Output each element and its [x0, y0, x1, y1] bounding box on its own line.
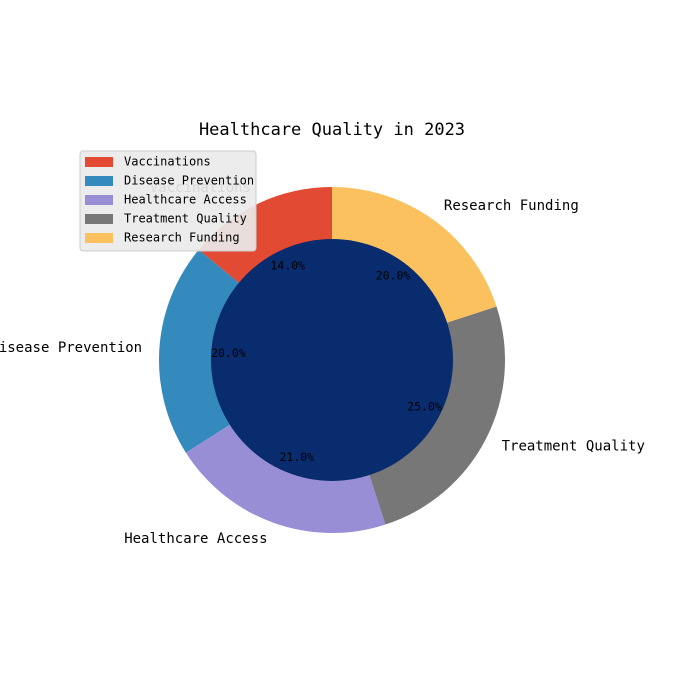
legend-swatch-healthcare-access [85, 195, 113, 205]
percent-label-treatment-quality: 25.0% [407, 400, 442, 414]
legend-label-treatment-quality: Treatment Quality [124, 212, 247, 226]
legend-label-disease-prevention: Disease Prevention [124, 174, 254, 188]
legend: Vaccinations Disease Prevention Healthcare… [79, 150, 257, 252]
legend-swatch-disease-prevention [85, 176, 113, 186]
percent-label-disease-prevention: 20.0% [211, 346, 246, 360]
legend-swatch-research-funding [85, 233, 113, 243]
category-label-research-funding: Research Funding [444, 198, 579, 214]
percent-label-vaccinations: 14.0% [270, 259, 305, 273]
category-label-healthcare-access: Healthcare Access [124, 531, 267, 547]
percent-label-healthcare-access: 21.0% [279, 450, 314, 464]
percent-label-research-funding: 20.0% [376, 269, 411, 283]
center-circle [211, 239, 453, 481]
slice-labels: Vaccinations14.0%Disease Prevention20.0%… [0, 180, 645, 547]
category-label-disease-prevention: Disease Prevention [0, 340, 142, 356]
legend-label-research-funding: Research Funding [124, 231, 240, 245]
legend-label-vaccinations: Vaccinations [124, 155, 211, 169]
category-label-treatment-quality: Treatment Quality [502, 438, 645, 454]
legend-swatch-vaccinations [85, 157, 113, 167]
chart-title: Healthcare Quality in 2023 [199, 120, 465, 140]
legend-label-healthcare-access: Healthcare Access [124, 193, 247, 207]
legend-swatch-treatment-quality [85, 214, 113, 224]
legend-box [79, 150, 257, 252]
